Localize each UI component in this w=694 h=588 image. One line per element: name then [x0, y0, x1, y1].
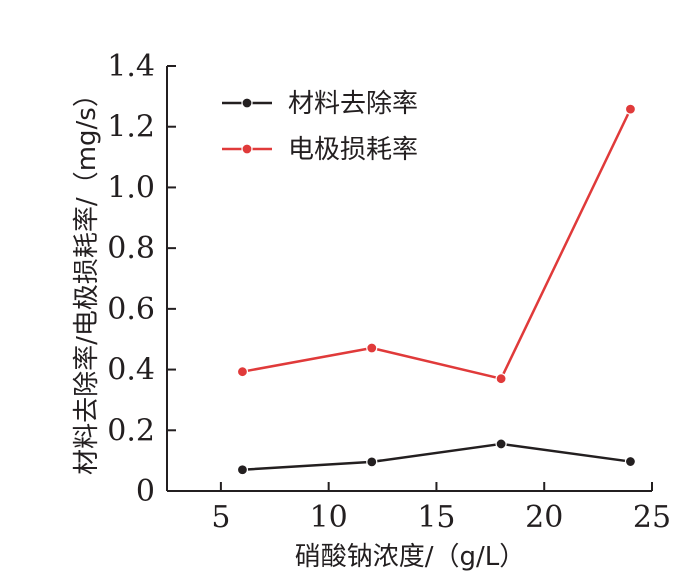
data-point: [495, 373, 507, 385]
data-point: [495, 438, 507, 450]
data-point: [236, 366, 249, 378]
y-ticks: 0 0.2 0.4 0.6 0.8 1.0 1.2 1.4: [107, 49, 176, 509]
legend-item: 电极损耗率: [222, 135, 418, 165]
x-tick-label: 25: [633, 500, 671, 535]
legend-swatch-marker: [241, 143, 253, 155]
x-tick-label: 15: [417, 500, 455, 535]
data-point: [236, 464, 249, 476]
legend-label: 电极损耗率: [288, 135, 418, 165]
y-tick-label: 0.4: [107, 353, 155, 388]
y-tick-label: 1.4: [107, 49, 155, 84]
x-tick-label: 10: [310, 500, 348, 535]
series-2: [236, 103, 637, 385]
series-line: [242, 108, 632, 380]
data-point: [366, 456, 378, 468]
axes: [166, 66, 652, 492]
legend-swatch-marker: [241, 97, 253, 109]
y-tick-label: 0.8: [107, 231, 155, 266]
x-axis-title: 硝酸钠浓度/（g/L）: [295, 542, 526, 572]
y-axis-title: 材料去除率/电极损耗率/（mg/s）: [72, 81, 102, 475]
series-1: [236, 438, 637, 476]
legend-label: 材料去除率: [288, 89, 418, 119]
y-tick-label: 0: [136, 474, 155, 509]
data-point: [624, 103, 637, 115]
x-ticks: 5 10 15 20 25: [211, 482, 671, 535]
series-line: [242, 442, 631, 471]
data-point: [624, 455, 637, 468]
series-layer: [236, 103, 637, 476]
y-tick-label: 0.2: [107, 413, 155, 448]
data-point: [366, 342, 378, 354]
x-tick-label: 20: [525, 500, 563, 535]
y-tick-label: 1.0: [107, 170, 155, 205]
y-tick-label: 1.2: [107, 110, 155, 145]
x-tick-label: 5: [211, 500, 230, 535]
legend-item: 材料去除率: [222, 89, 418, 119]
y-tick-label: 0.6: [107, 292, 155, 327]
